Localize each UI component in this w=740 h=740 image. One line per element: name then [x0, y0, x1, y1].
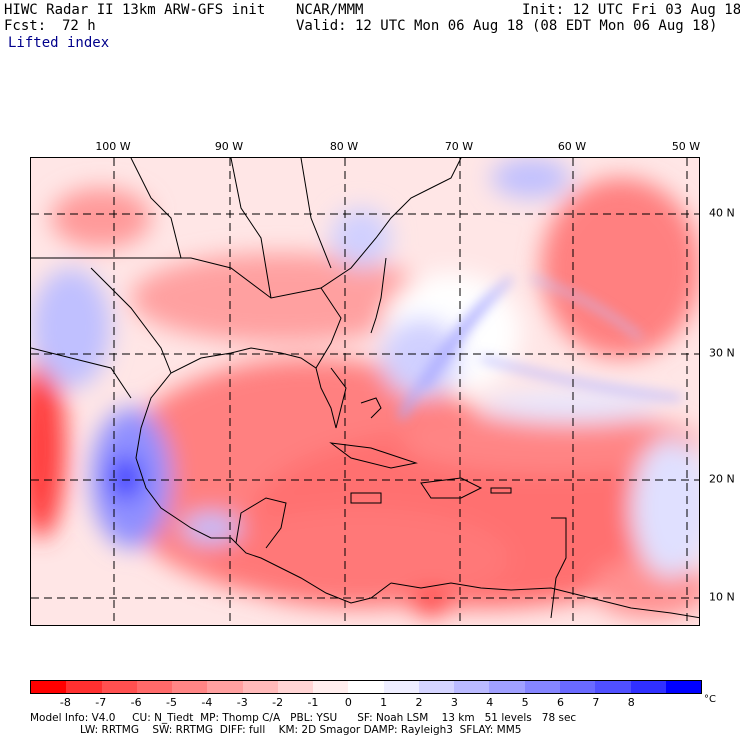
colorbar-cell: [383, 681, 419, 693]
colorbar-cell: [277, 681, 314, 693]
colorbar-tick-label: -8: [59, 696, 71, 709]
title-left: HIWC Radar II 13km ARW-GFS init: [4, 2, 266, 18]
colorbar-tick-label: -4: [201, 696, 213, 709]
colorbar-cell: [172, 681, 208, 693]
colorbar-tick-label: -5: [165, 696, 177, 709]
colorbar-tick-label: -7: [95, 696, 107, 709]
lat-label-20n: 20 N: [709, 472, 735, 486]
colorbar: [30, 680, 702, 694]
colorbar-tick-label: 5: [521, 696, 529, 709]
colorbar-cell: [348, 681, 384, 693]
forecast-hours: 72 h: [62, 18, 96, 34]
lon-label-70w: 70 W: [444, 140, 474, 153]
colorbar-cell: [66, 681, 102, 693]
colorbar-cell: [524, 681, 560, 693]
colorbar-cell: [207, 681, 243, 693]
blue-streaks: [398, 276, 682, 420]
colorbar-cell: [136, 681, 173, 693]
lifted-index-map: [30, 157, 700, 626]
footer-line-2: LW: RRTMG SW: RRTMG DIFF: full KM: 2D Sm…: [80, 724, 522, 736]
colorbar-tick-label: -2: [272, 696, 284, 709]
footer-line-1: Model Info: V4.0 CU: N_Tiedt MP: Thomp C…: [30, 712, 577, 724]
colorbar-cell: [242, 681, 278, 693]
colorbar-cell: [313, 681, 349, 693]
colorbar-tick-label: 2: [415, 696, 423, 709]
valid-time: Valid: 12 UTC Mon 06 Aug 18 (08 EDT Mon …: [296, 18, 718, 34]
colorbar-cell: [665, 681, 702, 693]
colorbar-cell: [559, 681, 596, 693]
field-name: Lifted index: [8, 35, 110, 51]
lon-label-90w: 90 W: [214, 140, 244, 153]
colorbar-tick-label: -6: [130, 696, 142, 709]
colorbar-cell: [595, 681, 631, 693]
lon-label-50w: 50 W: [671, 140, 701, 153]
colorbar-unit: °C: [704, 694, 716, 705]
colorbar-tick-label: 1: [380, 696, 388, 709]
forecast-label: Fcst:: [4, 18, 47, 34]
coastlines: [31, 158, 699, 619]
field-shading: [31, 158, 699, 618]
colorbar-cell: [630, 681, 666, 693]
colorbar-cell: [101, 681, 137, 693]
colorbar-cell: [489, 681, 525, 693]
colorbar-tick-label: 0: [344, 696, 352, 709]
colorbar-cell: [454, 681, 490, 693]
colorbar-cell: [418, 681, 455, 693]
lon-label-60w: 60 W: [557, 140, 587, 153]
map-svg: [31, 158, 699, 625]
lon-label-100w: 100 W: [95, 140, 131, 153]
colorbar-tick-label: 4: [486, 696, 494, 709]
graticule: [31, 158, 699, 625]
lat-label-40n: 40 N: [709, 206, 735, 220]
lat-label-30n: 30 N: [709, 346, 735, 360]
colorbar-tick-label: 3: [450, 696, 458, 709]
colorbar-tick-label: -1: [307, 696, 319, 709]
colorbar-tick-label: 8: [627, 696, 635, 709]
colorbar-cell: [31, 681, 67, 693]
title-center: NCAR/MMM: [296, 2, 364, 18]
init-time: Init: 12 UTC Fri 03 Aug 18: [522, 2, 740, 18]
colorbar-tick-label: -3: [236, 696, 248, 709]
colorbar-tick-label: 7: [592, 696, 600, 709]
lat-label-10n: 10 N: [709, 590, 735, 604]
lon-label-80w: 80 W: [329, 140, 359, 153]
colorbar-tick-label: 6: [557, 696, 565, 709]
